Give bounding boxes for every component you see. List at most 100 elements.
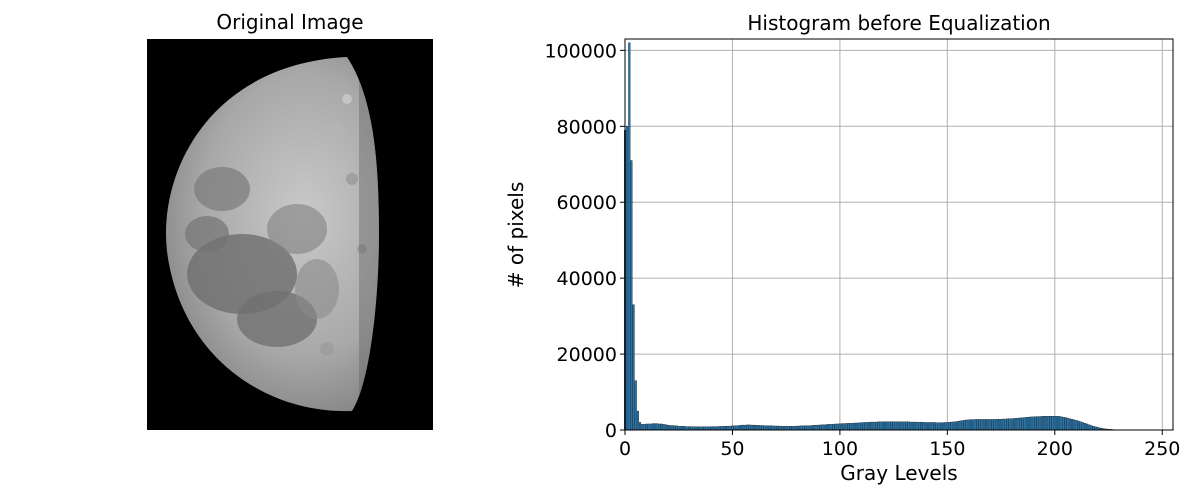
histogram-bar bbox=[626, 126, 628, 430]
histogram-bar bbox=[742, 425, 744, 430]
histogram-bar bbox=[841, 424, 843, 430]
histogram-bar bbox=[977, 419, 979, 430]
histogram-bar bbox=[639, 422, 641, 430]
histogram-bar bbox=[1088, 425, 1090, 430]
histogram-bar bbox=[848, 423, 850, 430]
chart-title: Histogram before Equalization bbox=[747, 11, 1050, 35]
histogram-bar bbox=[871, 422, 873, 430]
histogram-bar bbox=[931, 422, 933, 430]
histogram-bar bbox=[691, 427, 693, 430]
histogram-bar bbox=[785, 426, 787, 430]
histogram-bar bbox=[886, 422, 888, 430]
histogram-bar bbox=[957, 421, 959, 430]
histogram-bar bbox=[904, 422, 906, 430]
histogram-bar bbox=[790, 426, 792, 430]
histogram-bar bbox=[944, 422, 946, 430]
histogram-bar bbox=[983, 419, 985, 430]
histogram-bar bbox=[1011, 419, 1013, 430]
histogram-bar bbox=[968, 420, 970, 430]
histogram-bar bbox=[888, 422, 890, 430]
plot-area-frame bbox=[625, 39, 1173, 430]
histogram-bar bbox=[914, 422, 916, 430]
histogram-bar bbox=[972, 420, 974, 430]
histogram-bar bbox=[818, 425, 820, 430]
histogram-bar bbox=[1093, 426, 1095, 430]
histogram-bar bbox=[964, 420, 966, 430]
histogram-bar bbox=[979, 419, 981, 430]
histogram-bar bbox=[738, 425, 740, 430]
histogram-bar bbox=[811, 425, 813, 430]
histogram-bar bbox=[1030, 417, 1032, 430]
histogram-bar bbox=[757, 425, 759, 430]
histogram-bar bbox=[893, 422, 895, 430]
histogram-bar bbox=[1043, 416, 1045, 430]
histogram-bar bbox=[908, 422, 910, 430]
histogram-bar bbox=[680, 426, 682, 430]
histogram-bar bbox=[665, 425, 667, 430]
histogram-bar bbox=[805, 426, 807, 430]
histogram-bar bbox=[867, 422, 869, 430]
histogram-bar bbox=[1013, 418, 1015, 430]
histogram-bar bbox=[850, 423, 852, 430]
histogram-bar bbox=[1069, 419, 1071, 430]
histogram-bar bbox=[828, 424, 830, 430]
histogram-bar bbox=[873, 422, 875, 430]
histogram-bar bbox=[725, 426, 727, 430]
histogram-bar bbox=[1078, 421, 1080, 430]
histogram-bar bbox=[824, 425, 826, 430]
histogram-bar bbox=[796, 426, 798, 430]
histogram-bar bbox=[777, 426, 779, 430]
histogram-bar bbox=[878, 422, 880, 430]
histogram-bar bbox=[845, 423, 847, 430]
histogram-bar bbox=[897, 422, 899, 430]
histogram-bar bbox=[1005, 419, 1007, 430]
histogram-bar bbox=[1060, 417, 1062, 430]
histogram-bar bbox=[714, 427, 716, 430]
histogram-bar bbox=[762, 425, 764, 430]
histogram-bar bbox=[938, 423, 940, 430]
histogram-bar bbox=[1084, 423, 1086, 430]
histogram-bar bbox=[779, 426, 781, 430]
histogram-bar bbox=[1052, 416, 1054, 430]
histogram-bar bbox=[643, 424, 645, 430]
grid-lines bbox=[625, 39, 1173, 430]
histogram-bar bbox=[682, 426, 684, 430]
histogram-bar bbox=[822, 425, 824, 430]
histogram-bar bbox=[717, 427, 719, 430]
histogram-bar bbox=[916, 422, 918, 430]
histogram-bar bbox=[949, 422, 951, 430]
histogram-bar bbox=[815, 425, 817, 430]
histogram-bar bbox=[732, 426, 734, 430]
histogram-bar bbox=[921, 422, 923, 430]
histogram-bar bbox=[684, 426, 686, 430]
histogram-bar bbox=[729, 426, 731, 430]
histogram-bar bbox=[678, 426, 680, 430]
histogram-bar bbox=[959, 421, 961, 430]
histogram-bar bbox=[1002, 419, 1004, 430]
histogram-bar bbox=[998, 419, 1000, 430]
histogram-bar bbox=[781, 426, 783, 430]
histogram-bar bbox=[1054, 416, 1056, 430]
histogram-bar bbox=[1073, 420, 1075, 430]
histogram-bar bbox=[734, 426, 736, 430]
histogram-bar bbox=[994, 419, 996, 430]
y-axis-label: # of pixels bbox=[504, 182, 528, 289]
histogram-bar bbox=[843, 424, 845, 430]
histogram-bar bbox=[880, 422, 882, 430]
histogram-bar bbox=[646, 424, 648, 430]
histogram-bar bbox=[648, 424, 650, 430]
histogram-bar bbox=[1009, 419, 1011, 430]
histogram-bar bbox=[671, 425, 673, 430]
histogram-bar bbox=[1032, 417, 1034, 430]
histogram-bar bbox=[800, 426, 802, 430]
histogram-bar bbox=[861, 423, 863, 430]
histogram-bar bbox=[631, 160, 633, 430]
histogram-bar bbox=[760, 425, 762, 430]
histogram-bar bbox=[919, 422, 921, 430]
histogram-bar bbox=[798, 426, 800, 430]
x-tick-label: 100 bbox=[822, 438, 858, 460]
histogram-bar bbox=[1037, 417, 1039, 430]
histogram-bar bbox=[910, 422, 912, 430]
histogram-bar bbox=[839, 424, 841, 430]
